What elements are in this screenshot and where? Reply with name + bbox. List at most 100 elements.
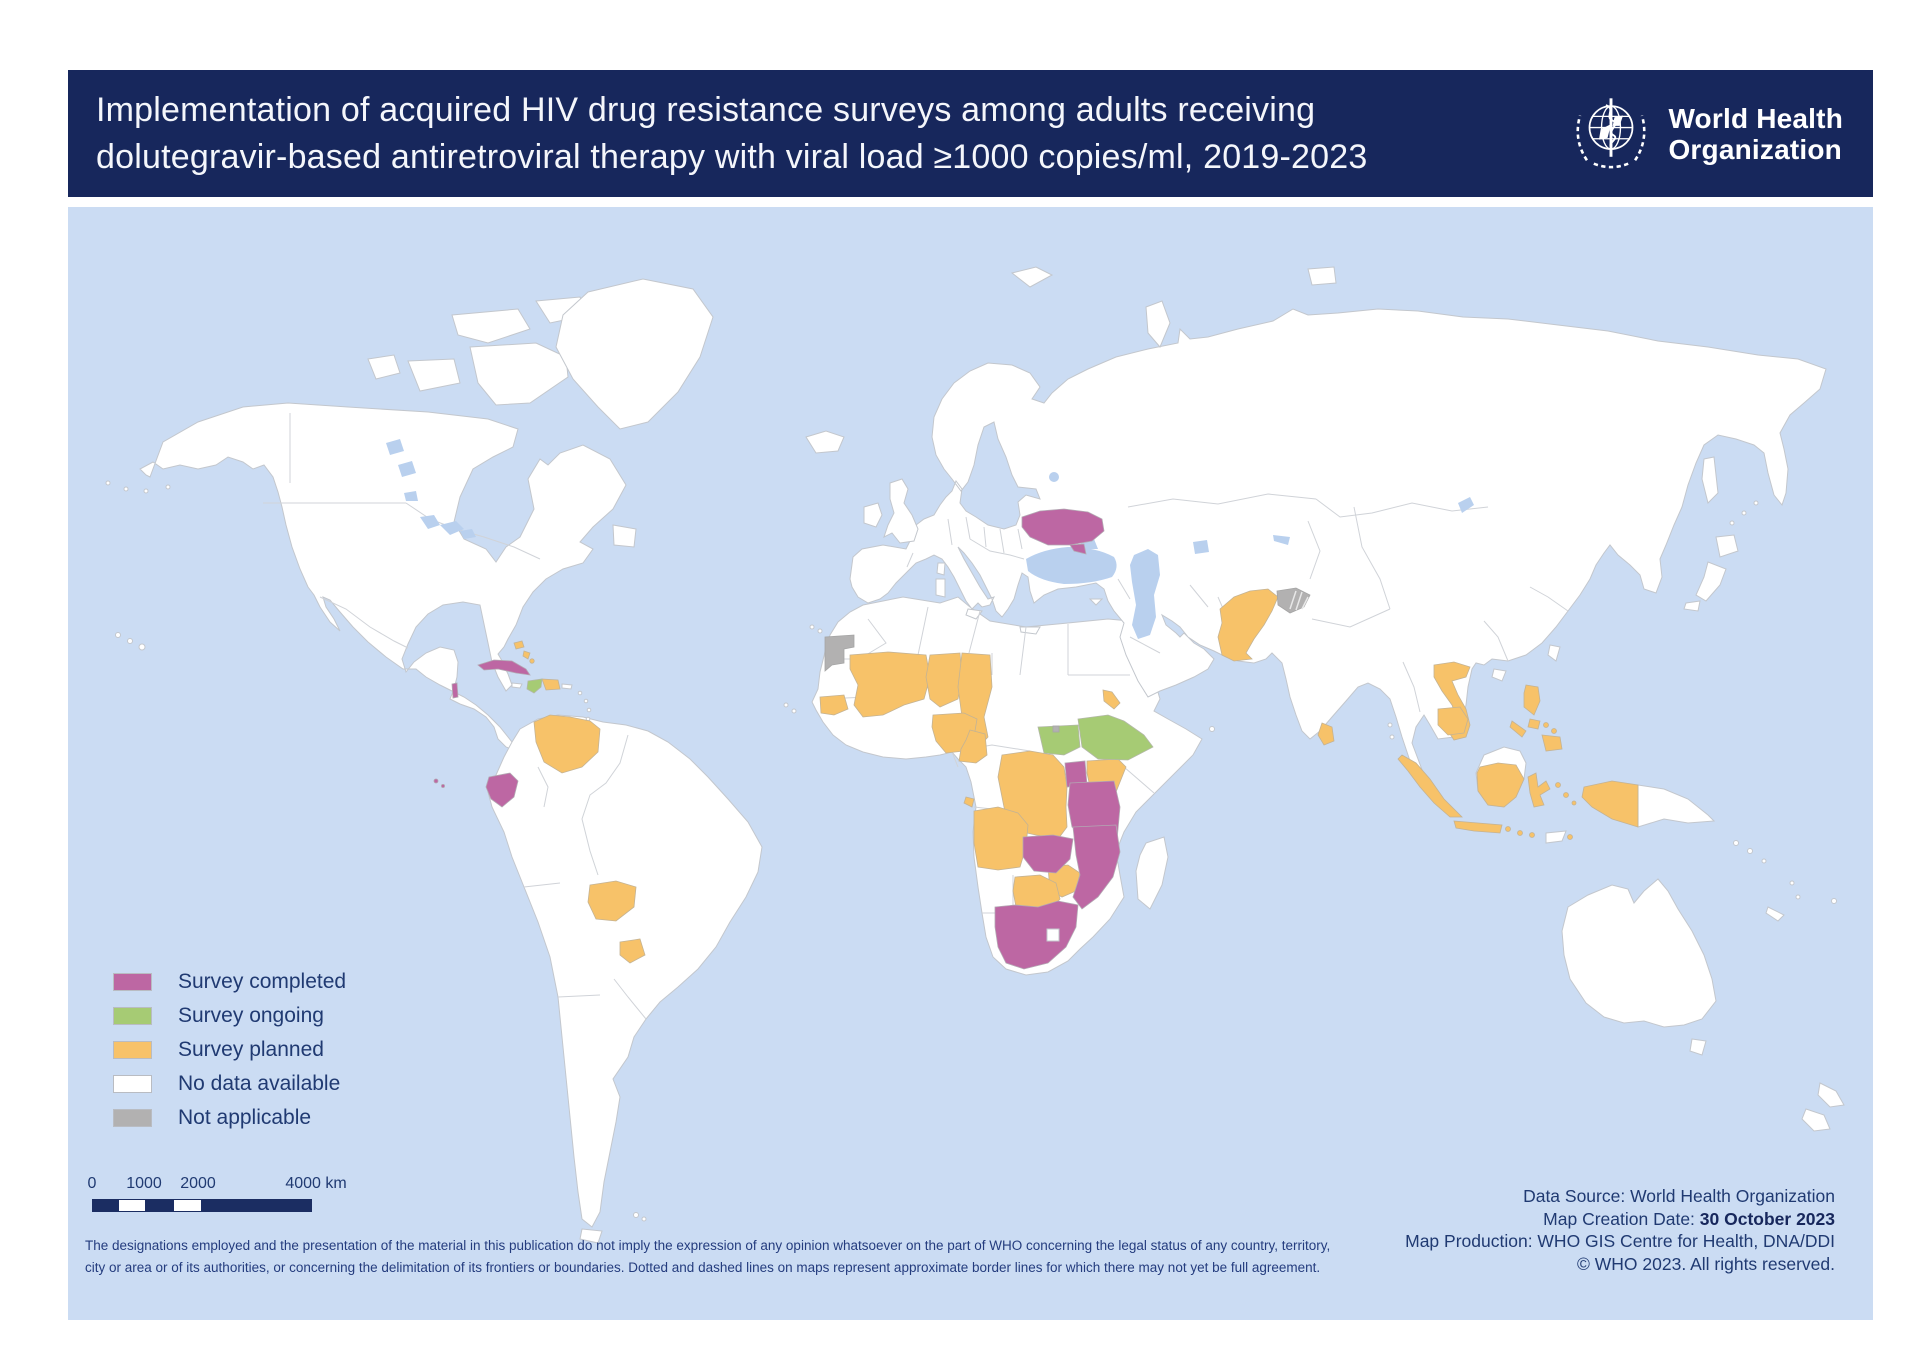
country-cambodia [1437, 706, 1469, 736]
pacific-islands [105, 480, 171, 651]
credit-date-value: 30 October 2023 [1699, 1208, 1835, 1229]
legend-label: Survey completed [178, 970, 347, 993]
credit-creation-date: Map Creation Date: 30 October 2023 [1405, 1208, 1835, 1231]
island-ireland [863, 502, 883, 528]
country-ecuador-galapagos [433, 778, 445, 789]
island-new-guinea [1637, 784, 1716, 828]
country-south-africa [994, 900, 1079, 970]
continent-eurasia [849, 308, 1827, 795]
country-borders [263, 413, 1569, 1020]
scale-segment [174, 1200, 201, 1211]
who-name: World Health Organization [1668, 103, 1843, 165]
island-taiwan [1547, 644, 1561, 662]
scale-bar-segments [92, 1199, 312, 1212]
island-greenland [555, 278, 714, 430]
country-lesotho [1046, 928, 1060, 942]
country-niger [925, 652, 963, 708]
legend-swatch-completed [113, 973, 152, 991]
territory-western-sahara [824, 634, 855, 672]
country-belize [451, 682, 459, 699]
legend-label: Survey ongoing [178, 1004, 324, 1027]
scale-label-0: 0 [87, 1175, 97, 1192]
melanesia-islands [1733, 840, 1837, 922]
page-title: Implementation of acquired HIV drug resi… [96, 87, 1367, 181]
credit-copyright: © WHO 2023. All rights reserved. [1577, 1253, 1835, 1274]
legend-item-no-data: No data available [113, 1072, 346, 1095]
title-line-2: dolutegravir-based antiretroviral therap… [96, 137, 1368, 176]
island-iceland [805, 430, 845, 454]
continent-australia [1561, 878, 1717, 1028]
country-mozambique [1072, 824, 1121, 910]
country-uruguay [619, 938, 646, 964]
island-tasmania [1689, 1038, 1707, 1056]
country-angola-cabinda [963, 796, 975, 808]
country-venezuela [533, 714, 601, 774]
legend-item-survey-completed: Survey completed [113, 970, 347, 993]
legend-item-not-applicable: Not applicable [113, 1106, 346, 1129]
country-philippines [1509, 684, 1563, 752]
andaman-islands [1387, 722, 1395, 740]
country-pakistan [1217, 588, 1279, 662]
country-ukraine [1021, 508, 1105, 546]
legend-item-survey-ongoing: Survey ongoing [113, 1004, 346, 1027]
territory-abyei [1052, 725, 1060, 733]
scale-label-1000: 1000 [126, 1175, 162, 1192]
country-cuba [477, 659, 531, 676]
island-new-zealand-south [1801, 1108, 1831, 1132]
continent-south-america [487, 714, 763, 1228]
scale-segment [145, 1200, 174, 1211]
disclaimer-text: The designations employed and the presen… [85, 1235, 1385, 1279]
who-emblem-icon [1568, 88, 1654, 179]
country-senegal [819, 694, 849, 716]
country-ecuador [485, 772, 519, 808]
scale-label-4000: 4000 km [285, 1175, 347, 1192]
credit-data-source: Data Source: World Health Organization [1523, 1186, 1835, 1206]
scale-segment [93, 1200, 119, 1211]
country-sri-lanka [1317, 722, 1335, 746]
map-legend: Survey completed Survey ongoing Survey p… [113, 970, 347, 1143]
scale-label-2000: 2000 [180, 1175, 216, 1192]
legend-swatch-not-applicable [113, 1109, 152, 1127]
island-hainan [1491, 668, 1507, 682]
kuril-islands [1729, 500, 1759, 526]
status-survey-completed [433, 508, 1121, 970]
country-mali [849, 651, 931, 718]
status-survey-ongoing [526, 678, 1154, 761]
caribbean-islands [511, 682, 592, 722]
map-credits: Data Source: World Health Organization M… [1405, 1185, 1835, 1275]
island-timor [1545, 830, 1567, 844]
disclaimer-line-1: The designations employed and the presen… [85, 1238, 1331, 1253]
island-new-zealand-north [1817, 1082, 1845, 1108]
country-bahamas [513, 640, 535, 664]
who-name-line-1: World Health [1668, 102, 1843, 134]
who-name-line-2: Organization [1668, 133, 1842, 165]
legend-label: No data available [178, 1072, 341, 1095]
country-south-sudan [1037, 724, 1081, 756]
island-sakhalin [1701, 456, 1719, 504]
legend-label: Survey planned [178, 1038, 324, 1061]
legend-swatch-planned [113, 1041, 152, 1059]
continent-north-america [139, 402, 627, 751]
world-map [105, 266, 1845, 1244]
arctic-islands [367, 296, 589, 406]
status-survey-planned [513, 588, 1639, 964]
who-logo: World Health Organization [1568, 88, 1843, 179]
country-ethiopia [1077, 714, 1154, 761]
scale-segment [119, 1200, 145, 1211]
credit-production: Map Production: WHO GIS Centre for Healt… [1405, 1231, 1835, 1251]
scale-bar: 0 1000 2000 4000 km [88, 1175, 388, 1215]
arctic-eurasia-islands [1010, 266, 1337, 348]
country-cameroon [958, 729, 988, 764]
island-madagascar [1135, 836, 1169, 910]
disclaimer-line-2: city or area or of its authorities, or c… [85, 1260, 1321, 1275]
country-angola [973, 806, 1029, 871]
island-japan [1683, 534, 1739, 612]
territory-jammu-kashmir [1276, 587, 1311, 614]
island-great-britain [883, 478, 919, 544]
title-bar: Implementation of acquired HIV drug resi… [68, 70, 1873, 197]
scale-segment [201, 1200, 311, 1211]
country-dominican-republic [541, 678, 561, 691]
status-not-applicable [824, 587, 1311, 733]
country-paraguay [587, 880, 637, 922]
country-indonesia [1397, 754, 1639, 840]
